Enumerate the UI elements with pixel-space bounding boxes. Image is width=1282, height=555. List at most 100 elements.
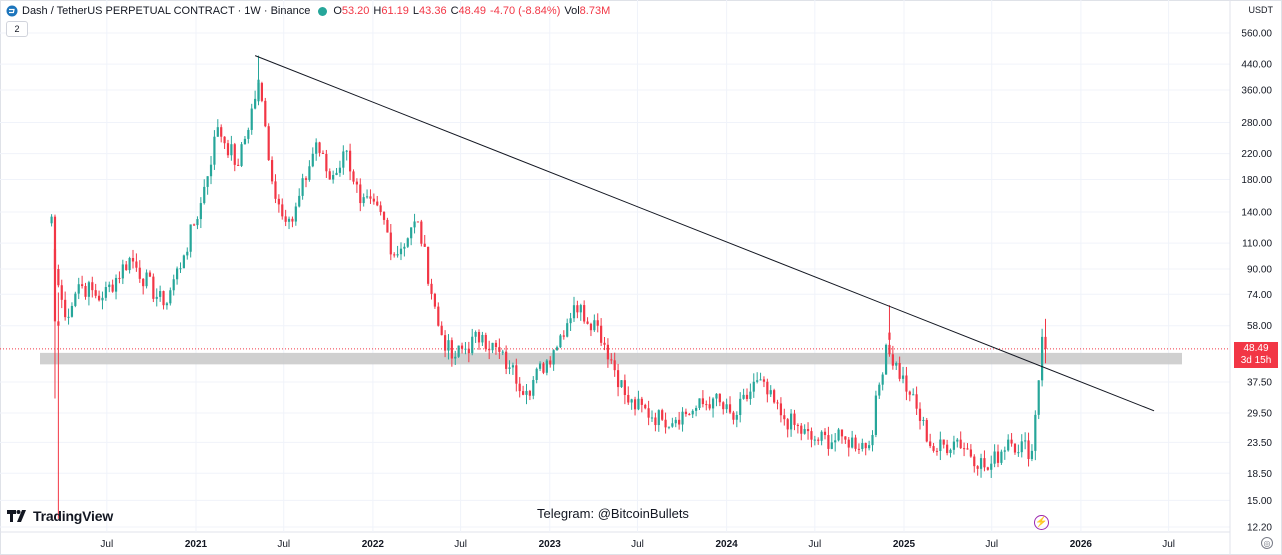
time-tick-label: 2026	[1070, 539, 1093, 550]
candle-down	[355, 178, 358, 193]
candle-down	[600, 318, 603, 347]
indicators-toggle-button[interactable]: 2	[6, 21, 28, 37]
candle-down	[810, 427, 813, 448]
candle-body	[657, 410, 660, 426]
candle-down	[806, 422, 810, 440]
candle-body	[172, 279, 175, 291]
price-tick-label: 280.00	[1241, 118, 1272, 129]
candle-up	[508, 360, 511, 375]
candle-body	[294, 206, 297, 222]
trendline[interactable]	[254, 55, 1155, 412]
candle-body	[956, 439, 959, 442]
candle-up	[315, 138, 318, 161]
candle-up	[335, 168, 338, 176]
indicator-count: 2	[14, 24, 20, 34]
candle-up	[545, 358, 548, 376]
candle-up	[332, 170, 335, 184]
candle-down	[81, 275, 84, 289]
symbol-title[interactable]: Dash / TetherUS PERPETUAL CONTRACT · 1W …	[22, 5, 311, 17]
candle-body	[932, 446, 935, 451]
candle-up	[756, 372, 759, 384]
candle-body	[983, 458, 986, 468]
time-tick-label: 2023	[539, 539, 562, 550]
candle-body	[403, 246, 406, 249]
candle-body	[925, 419, 928, 442]
ohlc-value: 8.73M	[579, 5, 611, 17]
candle-up	[830, 434, 833, 450]
candle-down	[959, 431, 962, 449]
candle-down	[976, 465, 979, 476]
candle-up	[240, 141, 243, 168]
tradingview-logo[interactable]: TradingView	[7, 508, 113, 524]
candle-down	[284, 209, 287, 227]
candle-body	[182, 255, 185, 269]
candle-up	[1020, 434, 1023, 458]
candle-down	[515, 358, 518, 392]
price-tick-label: 90.00	[1247, 265, 1272, 276]
candle-body	[671, 423, 674, 427]
tradingview-icon	[7, 510, 26, 522]
candle-down	[786, 417, 789, 438]
candle-up	[650, 410, 654, 422]
candle-down	[688, 412, 691, 416]
candle-down	[162, 290, 165, 310]
candle-up	[298, 188, 301, 208]
candle-body	[935, 450, 939, 452]
candle-body	[165, 303, 169, 306]
candle-body	[749, 391, 752, 399]
candle-down	[430, 278, 433, 300]
candle-body	[121, 264, 124, 279]
candle-body	[494, 342, 498, 348]
candle-up	[169, 287, 172, 306]
candle-body	[342, 151, 345, 168]
candle-up	[698, 398, 701, 411]
candle-up	[338, 160, 342, 177]
candle-body	[457, 345, 460, 357]
candle-up	[952, 435, 956, 455]
candle-down	[854, 434, 857, 452]
candle-body	[423, 243, 426, 247]
candle-body	[352, 171, 355, 182]
candle-body	[647, 408, 650, 418]
candle-body	[57, 321, 60, 326]
candle-body	[118, 277, 121, 279]
candle-up	[216, 119, 219, 137]
candle-body	[254, 98, 257, 109]
candle-up	[769, 385, 772, 398]
candle-body	[610, 359, 613, 361]
currency-selector[interactable]: USDT	[1248, 5, 1274, 15]
candle-body	[806, 429, 810, 432]
candle-down	[223, 136, 226, 150]
candle-body	[722, 402, 725, 410]
price-tick-label: 74.00	[1247, 290, 1272, 301]
candle-body	[1034, 414, 1037, 451]
candle-up	[501, 349, 504, 356]
candle-up	[74, 291, 77, 308]
candle-body	[386, 219, 389, 233]
time-tick-label: Jul	[454, 539, 467, 550]
candle-body	[81, 284, 84, 287]
candle-body	[108, 284, 111, 288]
candle-body	[213, 136, 216, 165]
candle-down	[684, 408, 688, 417]
candle-body	[528, 390, 531, 396]
candle-up	[362, 193, 365, 207]
candle-body	[230, 144, 233, 156]
bar-countdown: 3d 15h	[1240, 355, 1272, 366]
candle-up	[50, 214, 53, 227]
lightning-icon[interactable]: ⚡	[1034, 515, 1049, 530]
ohlc-key: C	[450, 5, 459, 17]
candle-body	[223, 136, 226, 144]
candle-down	[627, 386, 630, 405]
candle-body	[773, 390, 776, 403]
candle-up	[203, 179, 206, 205]
candle-body	[508, 367, 511, 369]
candle-body	[1024, 440, 1027, 442]
candle-down	[393, 252, 396, 258]
chart-settings-icon[interactable]: ◎	[1261, 537, 1273, 549]
candle-body	[549, 360, 552, 365]
candle-body	[104, 287, 107, 298]
candle-down	[633, 396, 637, 416]
candle-body	[711, 398, 715, 409]
